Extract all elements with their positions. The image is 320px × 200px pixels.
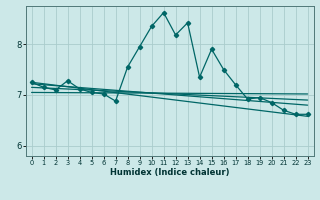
X-axis label: Humidex (Indice chaleur): Humidex (Indice chaleur) [110, 168, 229, 177]
